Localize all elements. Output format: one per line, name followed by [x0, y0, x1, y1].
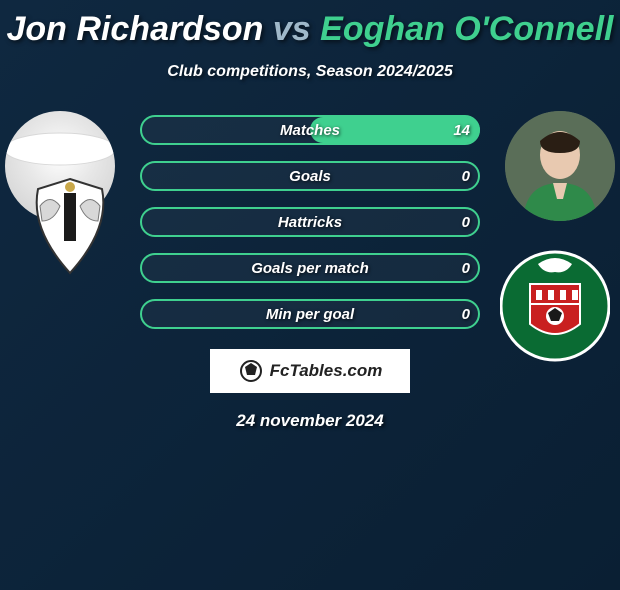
fctables-icon: [238, 358, 264, 384]
stat-row: Hattricks0: [140, 207, 480, 237]
stat-row: Goals per match0: [140, 253, 480, 283]
source-logo-text: FcTables.com: [270, 361, 383, 381]
date-text: 24 november 2024: [0, 411, 620, 431]
stat-value-p2: 0: [462, 207, 470, 237]
stat-row: Matches14: [140, 115, 480, 145]
stat-value-p2: 0: [462, 161, 470, 191]
stat-value-p2: 0: [462, 253, 470, 283]
player1-name: Jon Richardson: [7, 10, 264, 48]
stat-label: Hattricks: [140, 207, 480, 237]
comparison-title: Jon Richardson vs Eoghan O'Connell: [0, 10, 620, 49]
player1-club-badge: [20, 171, 120, 281]
stat-value-p2: 0: [462, 299, 470, 329]
source-logo: FcTables.com: [210, 349, 410, 393]
stat-bars: Matches14Goals0Hattricks0Goals per match…: [140, 111, 480, 329]
player2-name: Eoghan O'Connell: [320, 10, 613, 48]
subtitle: Club competitions, Season 2024/2025: [0, 63, 620, 81]
club-crest-icon: [20, 171, 120, 281]
stats-area: Matches14Goals0Hattricks0Goals per match…: [0, 111, 620, 329]
stat-value-p2: 14: [453, 115, 470, 145]
stat-label: Min per goal: [140, 299, 480, 329]
vs-text: vs: [273, 10, 311, 48]
stat-label: Goals: [140, 161, 480, 191]
stat-row: Goals0: [140, 161, 480, 191]
club-crest-icon: [500, 246, 610, 366]
player2-club-badge: [500, 246, 610, 366]
player2-avatar: [505, 111, 615, 221]
player-photo-icon: [505, 111, 615, 221]
stat-row: Min per goal0: [140, 299, 480, 329]
stat-label: Matches: [140, 115, 480, 145]
stat-label: Goals per match: [140, 253, 480, 283]
